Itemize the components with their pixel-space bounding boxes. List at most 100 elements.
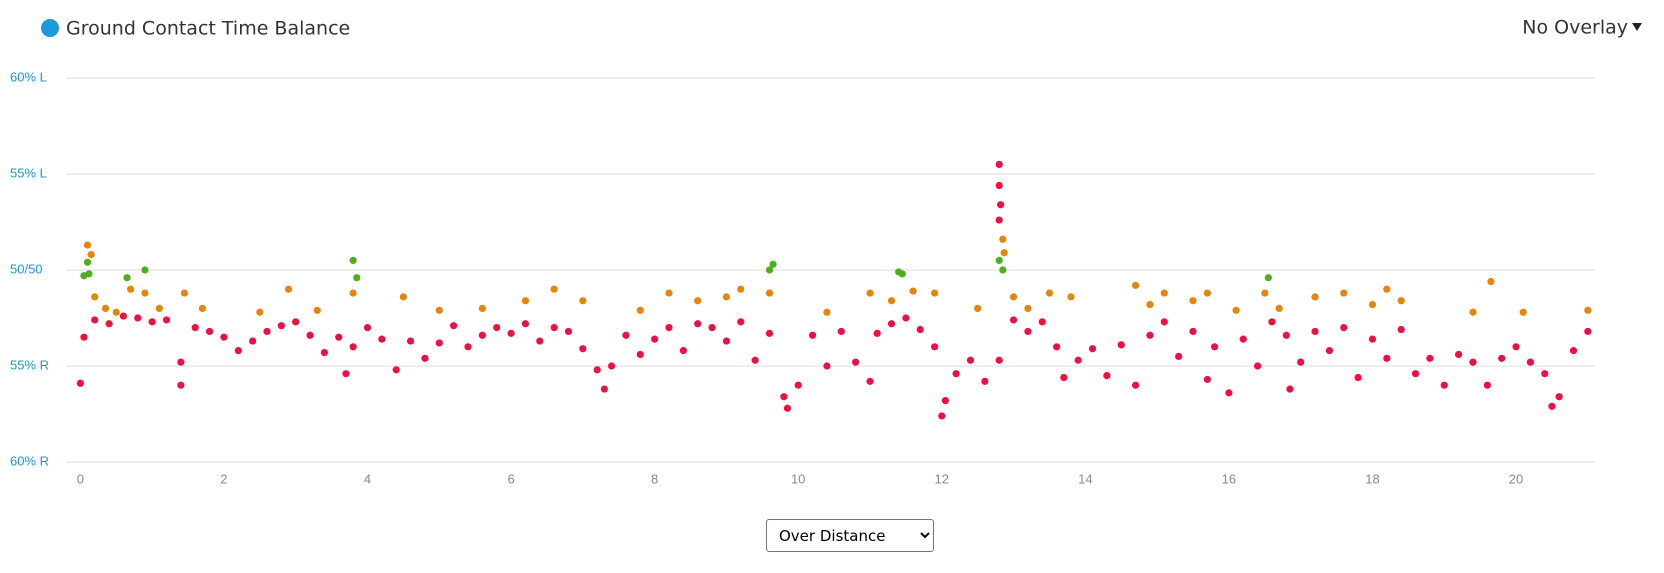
overlay-menu[interactable]: No Overlay [1522, 17, 1628, 39]
data-point [938, 412, 946, 420]
data-point [1146, 300, 1154, 309]
data-point [1286, 385, 1294, 393]
data-point [636, 306, 644, 314]
data-point [1067, 293, 1075, 301]
data-point [378, 335, 386, 343]
data-point [1045, 289, 1054, 297]
data-point [478, 331, 486, 339]
data-point [995, 256, 1003, 264]
mode-select[interactable]: Over Distance [766, 519, 934, 552]
data-point [579, 345, 587, 353]
data-point [177, 358, 185, 366]
data-point [141, 266, 149, 274]
data-point [198, 304, 206, 312]
data-point [1189, 297, 1197, 305]
data-point [1009, 316, 1018, 324]
data-point [435, 339, 443, 347]
data-point [902, 314, 910, 322]
data-point [1569, 347, 1578, 355]
data-point [1203, 375, 1211, 384]
data-point [406, 337, 415, 345]
data-point [1053, 343, 1061, 351]
data-point [349, 289, 357, 297]
data-point [1311, 293, 1319, 301]
data-point [852, 358, 860, 366]
data-point [916, 325, 924, 334]
data-point [1487, 277, 1495, 286]
data-point [1584, 306, 1592, 314]
data-point [105, 320, 113, 328]
data-point [399, 293, 407, 301]
data-point [493, 324, 501, 332]
data-point [1368, 300, 1377, 309]
data-point [1555, 393, 1563, 401]
data-point [83, 241, 92, 249]
data-point [1325, 347, 1333, 355]
data-point [112, 308, 120, 316]
data-point [866, 377, 874, 385]
data-point [651, 335, 659, 343]
data-point [751, 356, 759, 364]
data-point [1038, 318, 1046, 326]
data-point [1232, 306, 1240, 314]
data-point [665, 289, 673, 297]
data-point [636, 350, 644, 359]
data-point [363, 324, 372, 332]
data-point [997, 201, 1005, 209]
data-point [277, 322, 285, 330]
data-point [450, 322, 458, 330]
data-point [464, 343, 472, 351]
data-point [435, 306, 443, 314]
data-point [1397, 325, 1405, 334]
data-point [1239, 335, 1247, 343]
data-point [1282, 331, 1290, 339]
data-point [1519, 308, 1527, 316]
data-point [521, 320, 530, 328]
data-point [1469, 308, 1477, 316]
data-point [1541, 370, 1549, 378]
data-point [1512, 343, 1520, 351]
data-point [342, 370, 350, 378]
data-point [952, 370, 960, 378]
data-point [1264, 274, 1272, 282]
x-tick-label: 20 [1509, 471, 1523, 486]
data-point [593, 366, 601, 374]
x-tick-label: 0 [77, 471, 84, 486]
data-point [1175, 352, 1183, 360]
data-point [765, 289, 774, 297]
x-tick-label: 8 [651, 471, 658, 486]
data-point [249, 337, 257, 345]
data-point [679, 347, 687, 355]
data-point [995, 181, 1003, 190]
data-point [87, 251, 95, 259]
data-point [930, 289, 939, 297]
data-point [1354, 373, 1362, 382]
data-point [1210, 343, 1219, 351]
data-point [1469, 358, 1477, 366]
data-point [536, 337, 544, 345]
data-point [837, 327, 845, 336]
data-point [119, 312, 128, 320]
data-point [180, 289, 189, 297]
overlay-caret[interactable] [1632, 23, 1642, 31]
data-point [737, 285, 745, 293]
data-point [808, 331, 817, 339]
data-point [521, 297, 530, 305]
data-point [1368, 335, 1377, 343]
data-point [1203, 289, 1211, 297]
data-point [1297, 358, 1305, 366]
data-point [887, 297, 896, 305]
x-tick-label: 12 [935, 471, 949, 486]
data-point [353, 274, 361, 282]
data-point [313, 306, 321, 314]
data-point [708, 324, 716, 332]
data-point [694, 297, 702, 305]
data-point [1160, 318, 1168, 326]
data-point [974, 304, 982, 312]
data-point [1009, 293, 1018, 301]
data-point [1268, 318, 1276, 326]
data-point [1146, 331, 1154, 339]
data-point [220, 333, 228, 341]
data-point [1426, 354, 1434, 362]
